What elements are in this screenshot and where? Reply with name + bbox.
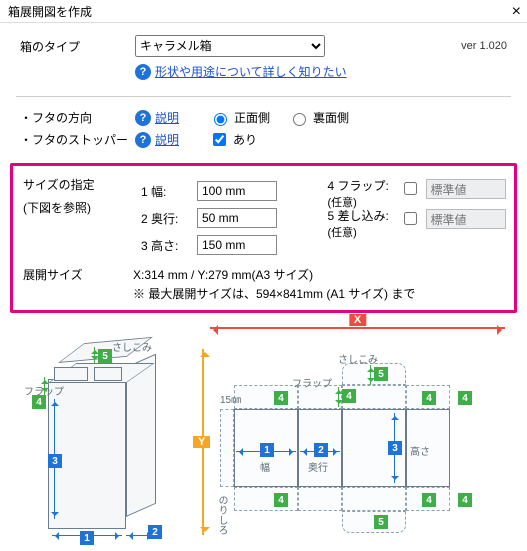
window-title: 箱展開図を作成 xyxy=(8,3,92,20)
lid-front-radio[interactable] xyxy=(214,113,227,126)
lid-front-label: 正面側 xyxy=(234,109,270,126)
badge-2: 2 xyxy=(148,525,162,539)
badge-1b: 1 xyxy=(260,443,274,457)
insert-opt: (任意) xyxy=(328,227,357,239)
dlabel-depth: 奥行 xyxy=(308,459,328,474)
dlabel-sashikomi: さしこみ xyxy=(112,339,152,354)
height-label: 3 高さ: xyxy=(141,237,197,254)
insert-check[interactable] xyxy=(404,212,417,225)
flap-input xyxy=(426,179,506,199)
box-3d-view: さしこみ フラップ 5 4 3 1 2 xyxy=(24,339,184,539)
height-input[interactable] xyxy=(197,235,277,255)
lid-stopper-check[interactable] xyxy=(213,133,226,146)
size-sub: (下図を参照) xyxy=(23,199,133,216)
lid-section: ・フタの方向 ? 説明 正面側 裏面側 ・フタのストッパー ? 説明 あり xyxy=(0,101,527,157)
lid-stopper-label: ・フタのストッパー xyxy=(20,131,135,148)
y-label: Y xyxy=(193,436,210,448)
help-icon[interactable]: ? xyxy=(135,64,151,80)
lid-direction-explain-link[interactable]: 説明 xyxy=(155,109,179,126)
badge-5c: 5 xyxy=(374,515,388,529)
badge-4b: 4 xyxy=(342,389,356,403)
size-box: サイズの指定 (下図を参照) 1 幅: 2 奥行: 3 高さ: 4 フラップ: … xyxy=(10,163,517,313)
unfold-label: 展開サイズ xyxy=(23,266,133,283)
lid-back-radio[interactable] xyxy=(293,113,306,126)
divider xyxy=(16,96,511,97)
insert-input xyxy=(426,209,506,229)
badge-5b: 5 xyxy=(374,367,388,381)
unfold-note: ※ 最大展開サイズは、594×841mm (A1 サイズ) まで xyxy=(133,285,415,302)
flap-check[interactable] xyxy=(404,182,417,195)
badge-4f: 4 xyxy=(274,493,288,507)
x-label: X xyxy=(349,314,366,326)
lid-direction-label: ・フタの方向 xyxy=(20,109,135,126)
lid-stopper-check-label: あり xyxy=(233,131,257,148)
unfold-value: X:314 mm / Y:279 mm(A3 サイズ) xyxy=(133,266,415,283)
badge-5: 5 xyxy=(98,349,112,363)
lid-stopper-explain-link[interactable]: 説明 xyxy=(155,131,179,148)
badge-4d: 4 xyxy=(422,391,436,405)
help-icon[interactable]: ? xyxy=(135,132,151,148)
flap-opt: (任意) xyxy=(328,197,357,209)
badge-4g: 4 xyxy=(422,493,436,507)
badge-3b: 3 xyxy=(388,441,402,455)
badge-4h: 4 xyxy=(458,493,472,507)
width-input[interactable] xyxy=(197,181,277,201)
badge-1: 1 xyxy=(80,531,94,545)
size-header: サイズの指定 xyxy=(23,176,133,193)
flap-label: 4 フラップ: xyxy=(328,179,389,193)
help-icon[interactable]: ? xyxy=(135,110,151,126)
badge-4: 4 xyxy=(32,395,46,409)
lid-back-label: 裏面側 xyxy=(313,109,349,126)
insert-label: 5 差し込み: xyxy=(328,209,389,223)
diagram-area: X Y さしこみ フラップ 5 4 3 1 2 xyxy=(10,319,517,545)
close-icon[interactable]: × xyxy=(512,4,521,20)
version-text: ver 1.020 xyxy=(461,40,507,52)
width-label: 1 幅: xyxy=(141,183,197,200)
type-label: 箱のタイプ xyxy=(20,38,135,55)
depth-input[interactable] xyxy=(197,208,277,228)
box-type-select[interactable]: キャラメル箱 xyxy=(135,35,325,57)
y-dimension-arrow: Y xyxy=(196,349,210,535)
badge-4c: 4 xyxy=(274,391,288,405)
titlebar: 箱展開図を作成 × xyxy=(0,0,527,23)
box-unfold-view: さしこみ フラップ 15㎜ のりしろ 1 幅 2 奥行 3 高さ 4 4 4 4… xyxy=(220,339,505,539)
dlabel-width: 幅 xyxy=(260,459,270,474)
x-dimension-arrow: X xyxy=(210,321,505,335)
depth-label: 2 奥行: xyxy=(141,210,197,227)
dlabel-height: 高さ xyxy=(410,443,430,458)
dlabel-flap-2: フラップ xyxy=(292,375,332,390)
badge-4e: 4 xyxy=(458,391,472,405)
dlabel-glue: のりしろ xyxy=(214,495,229,535)
type-section: 箱のタイプ キャラメル箱 ver 1.020 ? 形状や用途について詳しく知りた… xyxy=(0,23,527,92)
badge-2b: 2 xyxy=(314,443,328,457)
dlabel-15mm: 15㎜ xyxy=(220,391,241,406)
badge-3: 3 xyxy=(48,454,62,468)
shape-help-link[interactable]: 形状や用途について詳しく知りたい xyxy=(155,63,347,80)
